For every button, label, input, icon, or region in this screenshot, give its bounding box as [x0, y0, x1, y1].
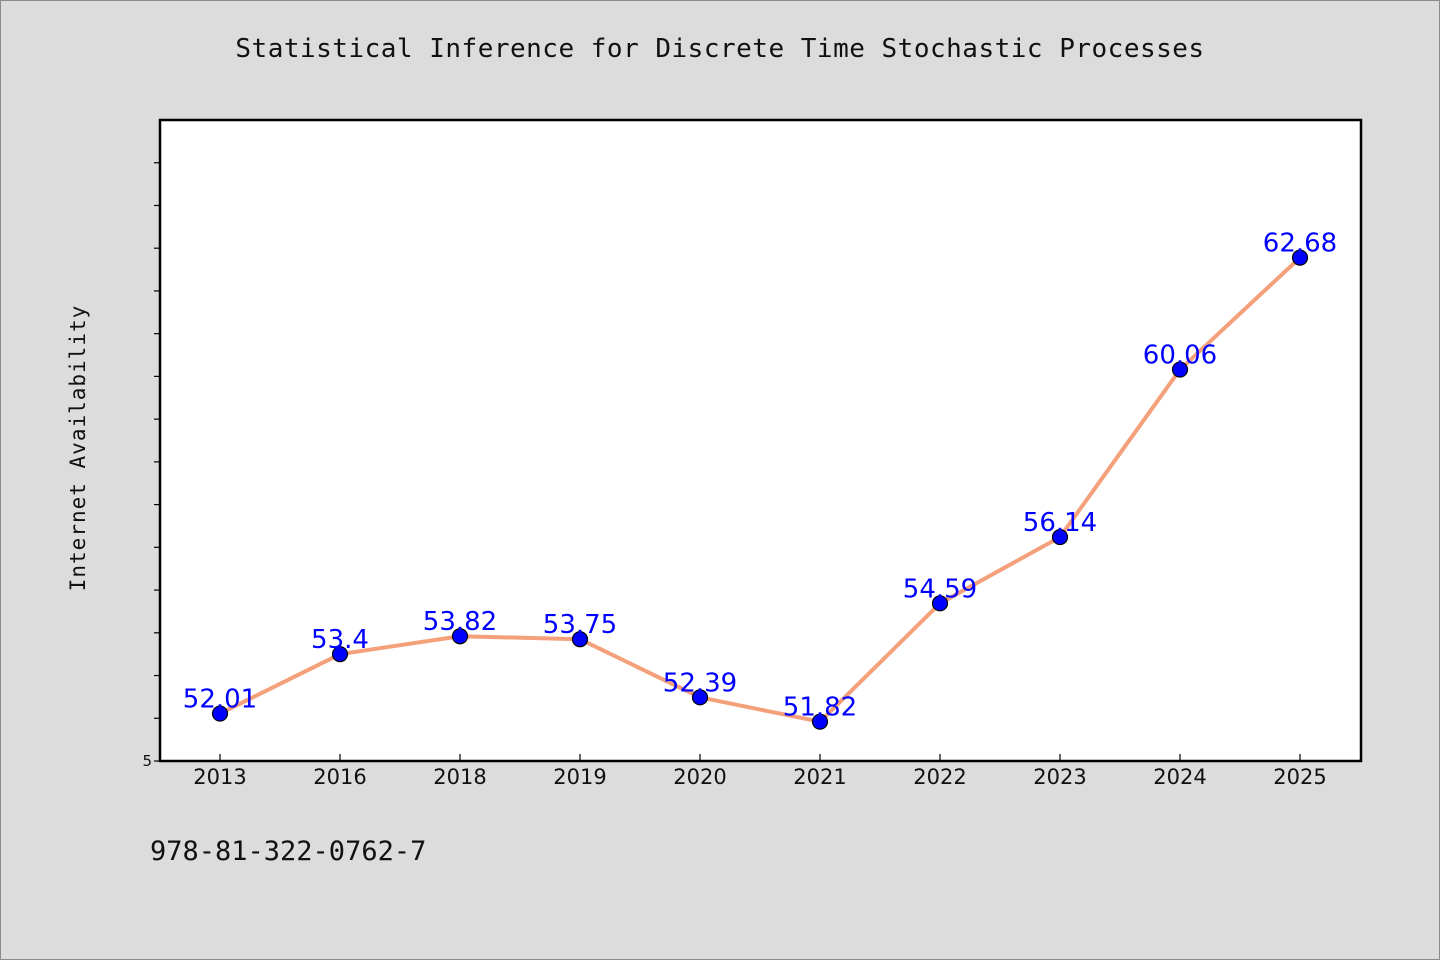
data-label: 53.75 — [543, 610, 617, 640]
data-label: 52.39 — [663, 668, 737, 698]
x-axis-ticks: 2013 2016 2018 2019 2020 2021 2022 2023 2024 2025 — [193, 754, 1327, 789]
data-label: 51.82 — [783, 693, 857, 723]
data-label: 53.4 — [311, 625, 369, 655]
data-labels: 52.01 53.4 53.82 53.75 52.39 51.82 54.59 56.14 6… — [183, 229, 1337, 723]
data-point — [331, 646, 349, 663]
y-axis-ticks: 5 — [142, 162, 160, 770]
data-point — [211, 705, 229, 722]
series-lines — [218, 255, 1302, 724]
data-point — [1171, 361, 1189, 378]
data-label: 52.01 — [183, 685, 257, 715]
data-point — [811, 713, 829, 730]
x-tick-label: 2025 — [1273, 765, 1326, 789]
data-label: 62.68 — [1263, 229, 1337, 259]
isbn-footer: 978-81-322-0762-7 — [150, 836, 427, 867]
x-tick-label: 2023 — [1033, 765, 1086, 789]
data-label: 53.82 — [423, 607, 497, 637]
data-point — [1291, 249, 1309, 266]
data-point — [451, 628, 469, 645]
data-point — [571, 631, 589, 648]
series-line — [218, 255, 1302, 724]
data-label: 56.14 — [1023, 508, 1097, 538]
x-tick-label: 2016 — [313, 765, 366, 789]
x-tick-label: 2024 — [1153, 765, 1206, 789]
x-tick-label: 2020 — [673, 765, 726, 789]
x-tick-label: 2021 — [793, 765, 846, 789]
x-tick-label: 2013 — [193, 765, 246, 789]
data-point — [1051, 528, 1069, 546]
data-label: 54.59 — [903, 574, 977, 604]
data-label: 60.06 — [1143, 341, 1217, 371]
chart-title: Statistical Inference for Discrete Time … — [235, 34, 1205, 64]
x-tick-label: 2022 — [913, 765, 966, 789]
x-tick-label: 2018 — [433, 765, 486, 789]
data-point — [691, 689, 709, 706]
plot-area — [158, 118, 1363, 763]
y-tick-label: 5 — [142, 752, 152, 770]
series-markers — [211, 249, 1309, 730]
x-tick-label: 2019 — [553, 765, 606, 789]
data-point — [931, 595, 949, 612]
